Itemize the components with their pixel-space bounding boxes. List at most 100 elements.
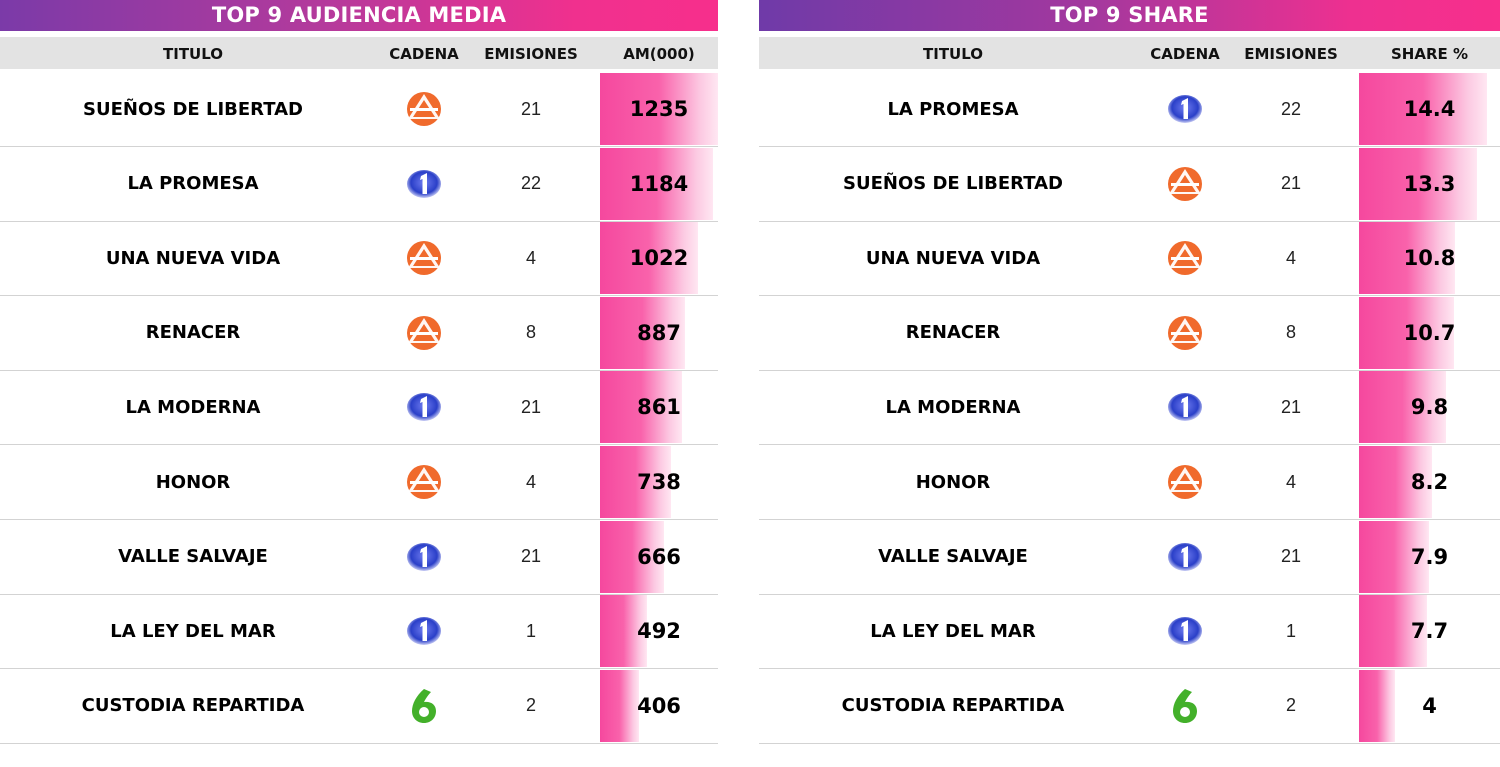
audiencia-row-titulo: RENACER: [145, 322, 241, 344]
share-row-value: 7.7: [1410, 619, 1449, 644]
share-row-value: 9.8: [1410, 395, 1449, 420]
share-row-titulo: UNA NUEVA VIDA: [865, 247, 1041, 269]
share-row-emisiones: 22: [1280, 98, 1302, 119]
audiencia-title: TOP 9 AUDIENCIA MEDIA: [0, 0, 718, 31]
antena3-logo-icon: [1147, 296, 1223, 370]
audiencia-row-emisiones: 4: [525, 247, 536, 268]
share-bar: [1359, 520, 1430, 593]
share-row-titulo: LA LEY DEL MAR: [870, 620, 1036, 642]
share-bar: [1359, 669, 1395, 742]
audiencia-row-value: 887: [637, 320, 681, 345]
la1-logo-icon: [386, 520, 462, 594]
share-bar: [1359, 371, 1447, 444]
share-row-emisiones: 8: [1285, 322, 1296, 343]
share-bar: [1359, 595, 1428, 668]
antena3-logo-icon: [386, 296, 462, 370]
lasexta-logo-icon: [1147, 669, 1223, 743]
lasexta-logo-icon: [386, 669, 462, 743]
audiencia-row-titulo: HONOR: [155, 471, 231, 493]
audiencia-bar: [600, 147, 714, 220]
table-row: LA PROMESA 22 1184: [0, 147, 718, 222]
audiencia-row-value: 666: [637, 544, 681, 569]
audiencia-row-emisiones: 21: [520, 546, 542, 567]
share-row-value: 7.9: [1410, 544, 1449, 569]
audiencia-row-emisiones: 1: [525, 620, 536, 641]
share-row-titulo: LA MODERNA: [885, 396, 1021, 418]
audiencia-col-titulo: TITULO: [163, 45, 223, 63]
audiencia-row-emisiones: 21: [520, 98, 542, 119]
la1-logo-icon: [386, 370, 462, 444]
share-row-emisiones: 1: [1285, 620, 1296, 641]
table-row: UNA NUEVA VIDA 4 10.8: [759, 221, 1500, 297]
share-bar: [1359, 446, 1432, 518]
share-bar: [1359, 296, 1455, 369]
share-row-titulo: LA PROMESA: [887, 98, 1019, 120]
share-row-value: 8.2: [1410, 470, 1449, 494]
share-row-value: 10.7: [1403, 320, 1456, 345]
table-row: LA LEY DEL MAR 1 7.7: [759, 594, 1500, 670]
la1-logo-icon: [386, 147, 462, 221]
audiencia-row-titulo: LA LEY DEL MAR: [110, 620, 276, 642]
table-row: LA MODERNA 21 9.8: [759, 370, 1500, 446]
table-row: SUEÑOS DE LIBERTAD 21 1235: [0, 72, 718, 147]
share-row-emisiones: 21: [1280, 546, 1302, 567]
antena3-logo-icon: [1147, 147, 1223, 221]
share-row-emisiones: 4: [1285, 471, 1296, 492]
table-row: CUSTODIA REPARTIDA 2 406: [0, 669, 718, 744]
share-row-emisiones: 21: [1280, 396, 1302, 417]
antena3-logo-icon: [386, 445, 462, 519]
audiencia-row-titulo: CUSTODIA REPARTIDA: [81, 695, 305, 717]
share-panel: TOP 9 SHARE TITULO CADENA EMISIONES SHAR…: [759, 0, 1500, 744]
share-row-titulo: CUSTODIA REPARTIDA: [841, 695, 1065, 717]
audiencia-col-value: AM(000): [623, 45, 695, 63]
la1-logo-icon: [1147, 370, 1223, 444]
audiencia-bar: [600, 73, 718, 145]
audiencia-row-value: 1235: [629, 97, 689, 121]
audiencia-row-emisiones: 22: [520, 173, 542, 194]
table-row: HONOR 4 8.2: [759, 445, 1500, 520]
audiencia-col-emisiones: EMISIONES: [484, 45, 578, 63]
share-row-value: 10.8: [1403, 246, 1456, 271]
antena3-logo-icon: [1147, 445, 1223, 519]
table-row: RENACER 8 887: [0, 296, 718, 371]
share-row-titulo: RENACER: [905, 322, 1001, 344]
share-row-emisiones: 2: [1285, 695, 1296, 716]
audiencia-row-value: 1184: [629, 171, 689, 196]
table-row: CUSTODIA REPARTIDA 2 4: [759, 669, 1500, 744]
share-col-titulo: TITULO: [923, 45, 983, 63]
audiencia-bar: [600, 296, 685, 369]
share-bar: [1359, 73, 1487, 145]
table-row: LA PROMESA 22 14.4: [759, 72, 1500, 147]
audiencia-row-emisiones: 4: [525, 471, 536, 492]
share-row-titulo: HONOR: [915, 471, 991, 493]
audiencia-row-titulo: SUEÑOS DE LIBERTAD: [83, 98, 303, 120]
audiencia-row-titulo: VALLE SALVAJE: [118, 546, 268, 568]
share-col-cadena: CADENA: [1150, 45, 1220, 63]
audiencia-row-value: 492: [637, 619, 681, 644]
table-row: RENACER 8 10.7: [759, 296, 1500, 371]
audiencia-bar: [600, 222, 698, 295]
audiencia-row-value: 861: [637, 395, 681, 420]
share-title: TOP 9 SHARE: [759, 0, 1500, 31]
table-row: VALLE SALVAJE 21 7.9: [759, 520, 1500, 595]
audiencia-bar: [600, 520, 664, 593]
audiencia-row-emisiones: 8: [525, 322, 536, 343]
table-row: SUEÑOS DE LIBERTAD 21 13.3: [759, 147, 1500, 222]
audiencia-bar: [600, 595, 647, 668]
table-row: LA MODERNA 21 861: [0, 370, 718, 446]
share-col-value: SHARE %: [1390, 45, 1468, 63]
la1-logo-icon: [1147, 594, 1223, 668]
share-bar: [1359, 222, 1455, 295]
audiencia-bar: [600, 371, 683, 444]
audiencia-row-emisiones: 21: [520, 396, 542, 417]
antena3-logo-icon: [386, 221, 462, 295]
audiencia-bar: [600, 446, 671, 518]
share-row-value: 14.4: [1403, 97, 1456, 121]
share-bar: [1359, 147, 1478, 220]
share-col-emisiones: EMISIONES: [1244, 45, 1338, 63]
audiencia-row-emisiones: 2: [525, 695, 536, 716]
audiencia-panel: TOP 9 AUDIENCIA MEDIA TITULO CADENA EMIS…: [0, 0, 718, 744]
la1-logo-icon: [386, 594, 462, 668]
share-row-emisiones: 4: [1285, 247, 1296, 268]
la1-logo-icon: [1147, 72, 1223, 146]
